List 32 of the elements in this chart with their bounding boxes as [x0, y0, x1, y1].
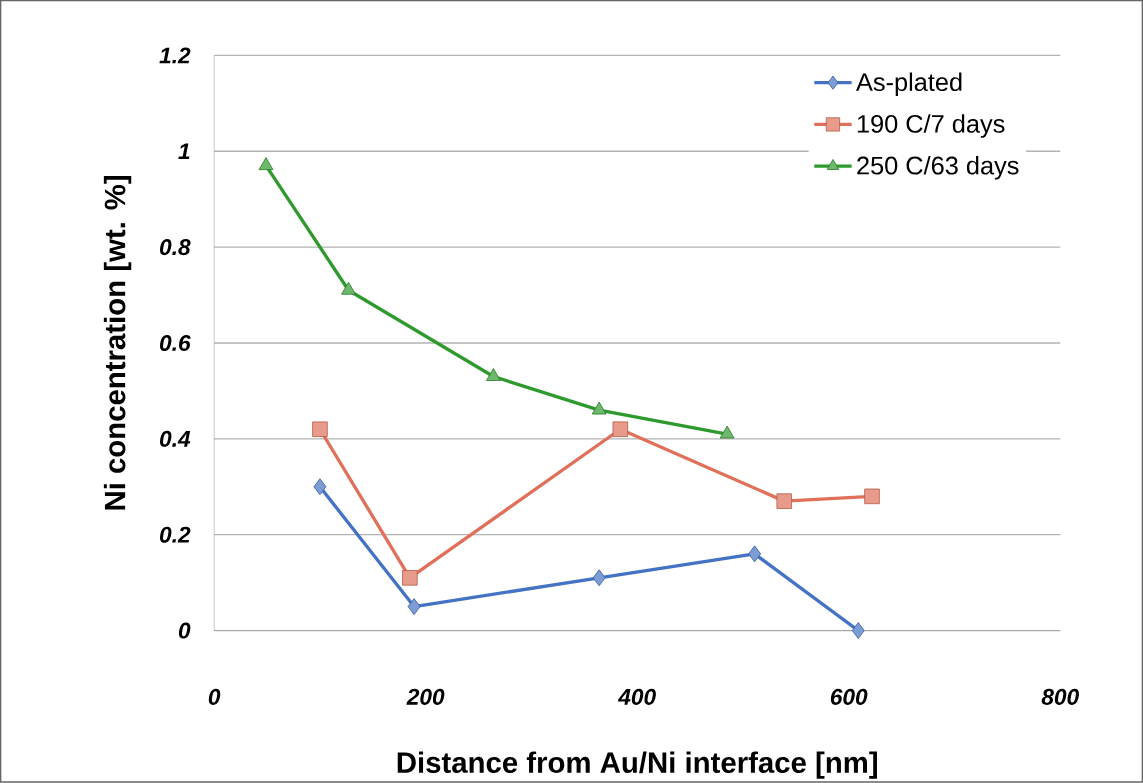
- y-tick-label: 0.6: [160, 334, 191, 351]
- y-tick-label: 1.2: [159, 47, 191, 64]
- y-tick-label: 0: [178, 622, 191, 639]
- point: [851, 622, 865, 639]
- point: [407, 598, 421, 615]
- y-tick-label: 0.2: [160, 526, 191, 543]
- x-tick-label: 600: [830, 688, 868, 705]
- y-tick-label: 0.8: [160, 238, 191, 256]
- legend-label: 190 C/7 days: [857, 114, 1005, 138]
- point: [402, 569, 418, 586]
- x-tick-label: 400: [617, 688, 656, 705]
- point: [313, 478, 327, 496]
- point: [719, 425, 735, 439]
- x-axis-title: Distance from Au/Ni interface [nm]: [397, 751, 877, 779]
- x-tick-label: 0: [208, 688, 221, 705]
- y-axis-title: Ni concentration [wt. %]: [103, 175, 132, 510]
- point: [591, 401, 607, 415]
- point: [776, 493, 792, 509]
- y-tick-label: 1: [178, 143, 190, 159]
- y-tick-label: 0.4: [160, 430, 191, 447]
- x-tick-label: 800: [1041, 688, 1079, 705]
- point: [258, 157, 274, 170]
- point: [748, 545, 762, 563]
- point: [864, 488, 880, 504]
- legend-label: 250 C/63 days: [857, 155, 1019, 180]
- point: [341, 281, 356, 295]
- point: [486, 368, 501, 381]
- point: [612, 421, 629, 437]
- point: [592, 569, 606, 587]
- legend-label: As-plated: [856, 72, 962, 97]
- x-tick-label: 200: [406, 688, 445, 705]
- point: [312, 421, 328, 437]
